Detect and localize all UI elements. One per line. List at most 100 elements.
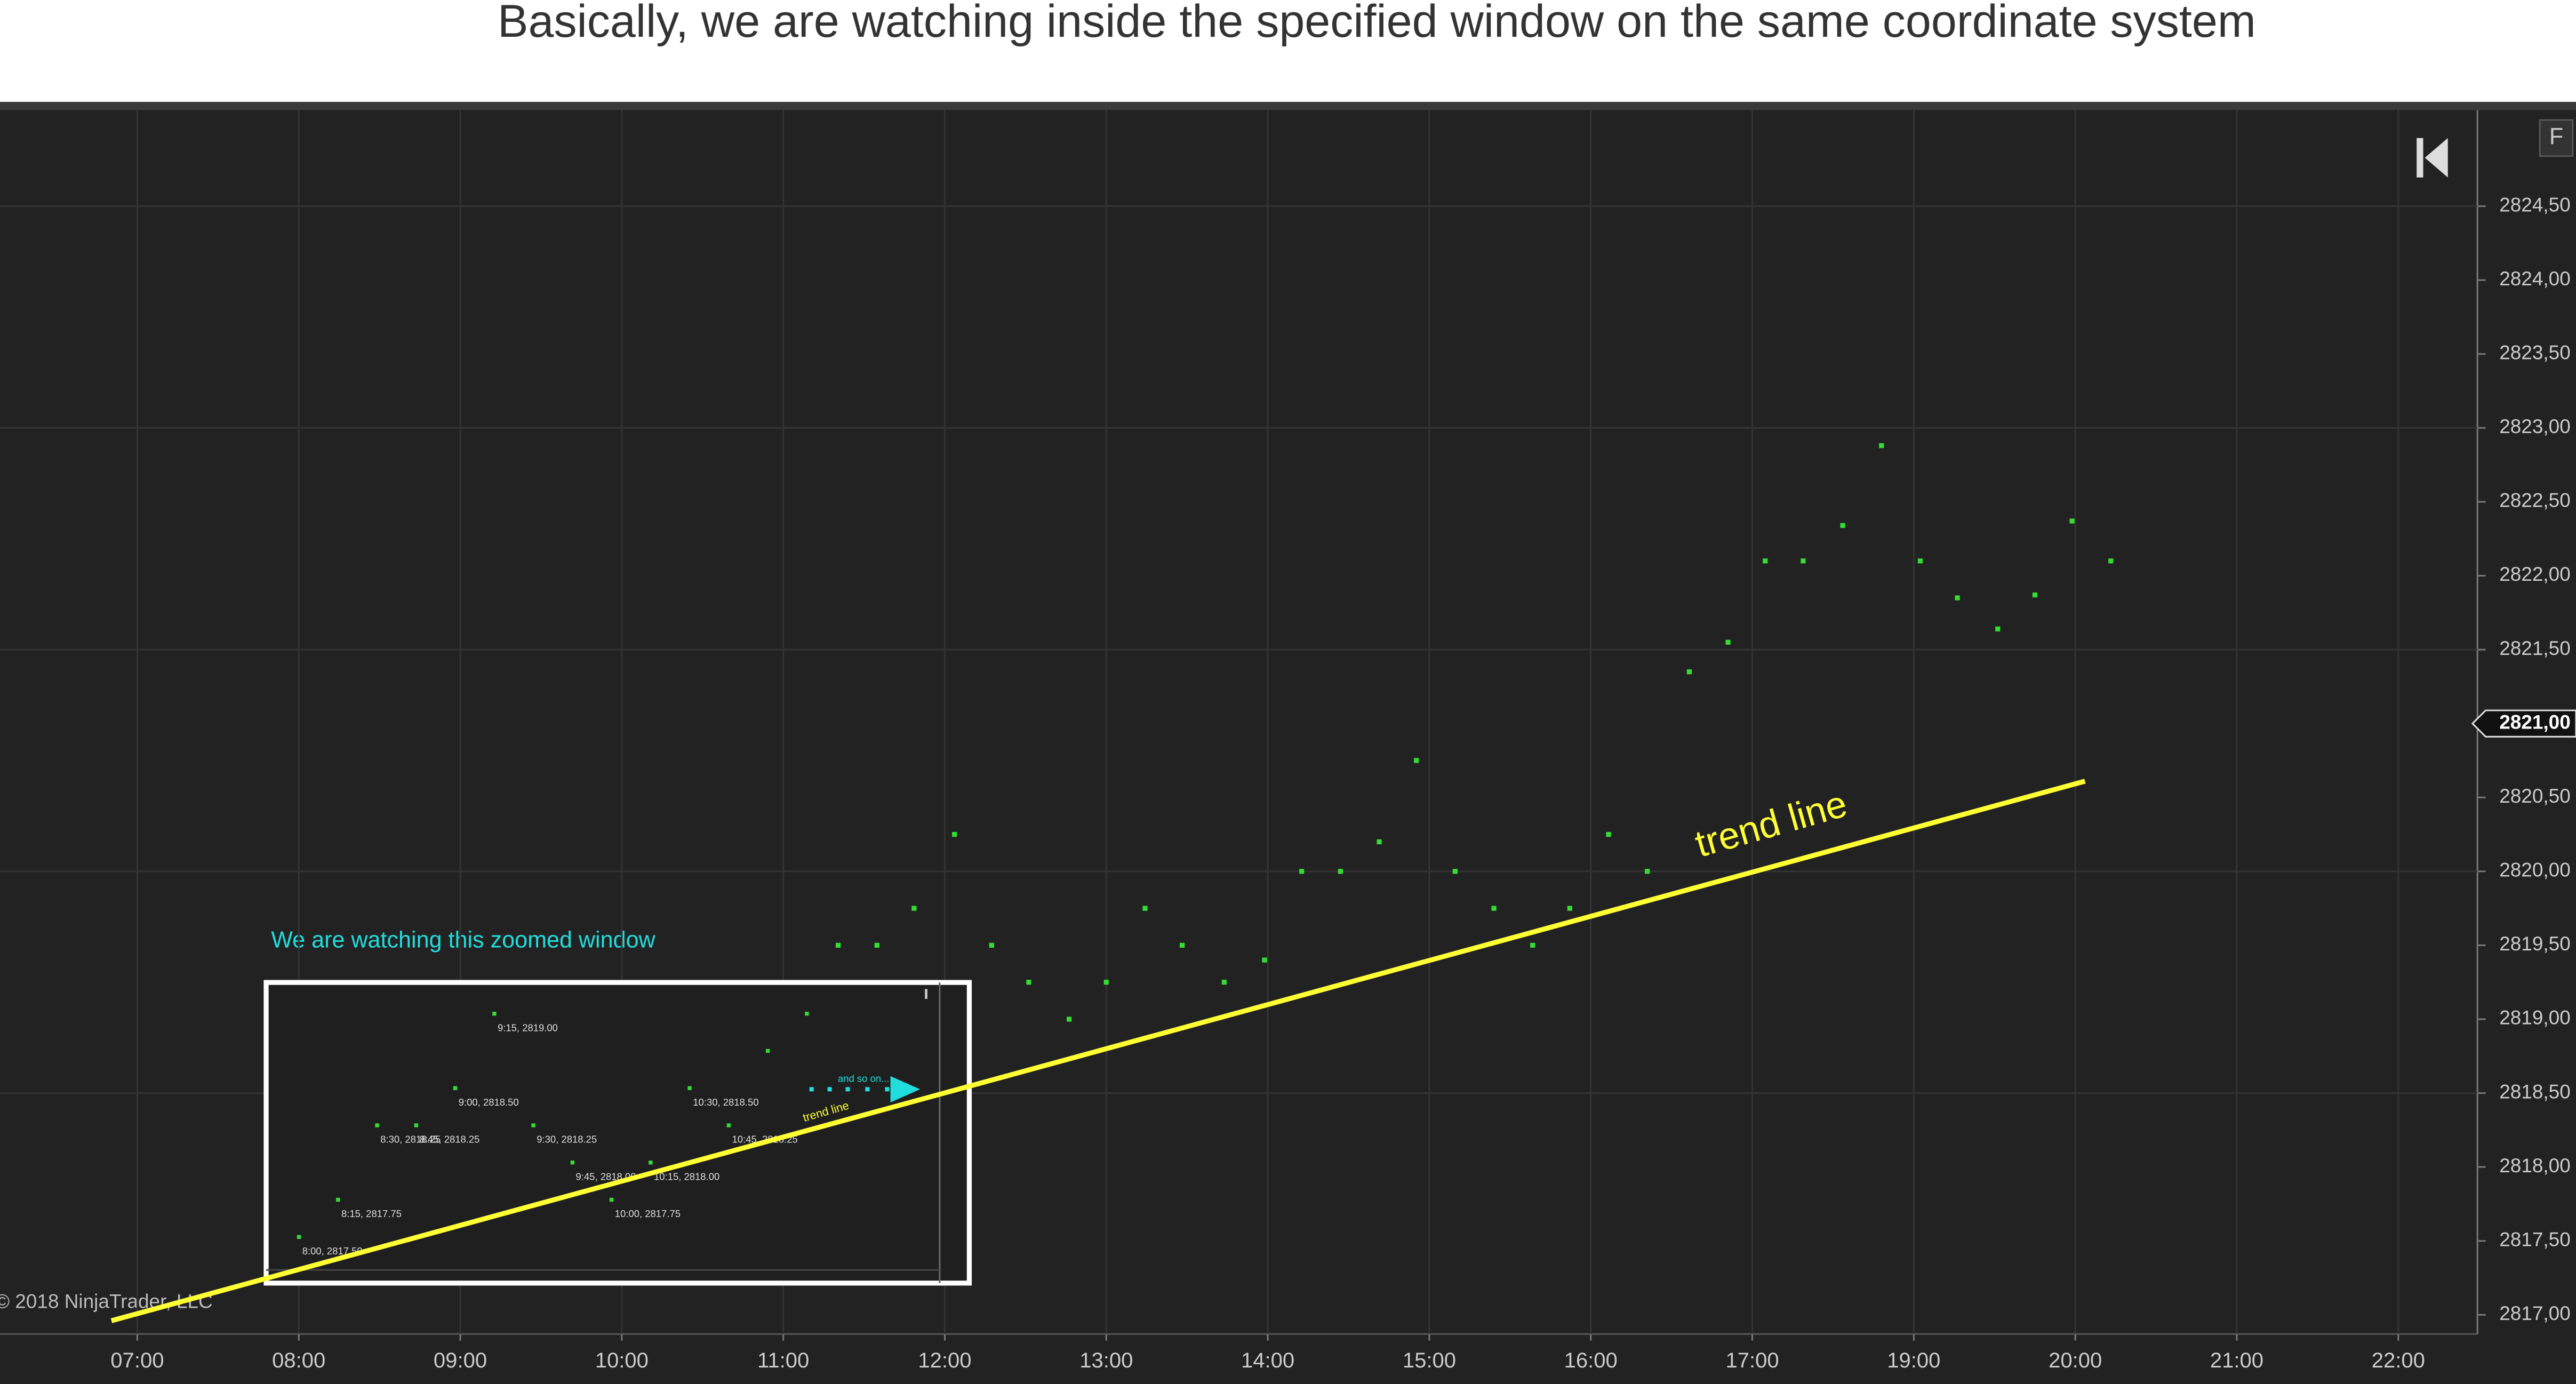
point-label: 10:00, 2817.75 [615,1208,681,1219]
f-button-label: F [2549,124,2563,149]
data-point [911,906,917,911]
data-point [1179,942,1185,948]
data-point [1917,558,1923,564]
data-point [687,1086,692,1090]
continuation-dot [885,1087,890,1092]
point-label: 8:45, 2818.25 [419,1134,479,1145]
y-tick-label: 2818,50 [2499,1081,2571,1102]
x-tick-label: 20:00 [2049,1349,2102,1372]
point-label: 8:15, 2817.75 [341,1208,402,1219]
data-point [570,1161,575,1165]
point-label: 9:30, 2818.25 [537,1134,597,1145]
point-label: 9:15, 2819.00 [498,1022,558,1033]
inset-frame [263,980,972,1286]
data-point [297,1235,301,1239]
point-label: 9:00, 2818.50 [459,1097,519,1108]
continuation-dot [809,1087,814,1092]
y-tick-label: 2819,00 [2499,1007,2571,1029]
continuation-dot [845,1087,850,1092]
data-point [1262,957,1267,963]
price-marker [2471,709,2576,738]
x-tick-label: 14:00 [1241,1349,1294,1372]
y-tick-label: 2824,00 [2499,268,2571,290]
nav-icon-arrow [2425,138,2448,178]
data-point [531,1123,535,1127]
x-tick-label: 10:00 [595,1349,649,1372]
data-point [414,1123,419,1127]
data-point [1299,869,1305,874]
x-tick-label: 13:00 [1079,1349,1133,1372]
trend-line [110,779,2086,1323]
data-point [1801,558,1806,564]
x-tick-label: 17:00 [1725,1349,1779,1372]
data-point [952,831,957,837]
data-point [649,1161,653,1165]
nav-icon[interactable] [2417,138,2448,178]
x-tick-label: 12:00 [918,1349,971,1372]
x-tick-label: 22:00 [2372,1349,2425,1372]
y-tick-label: 2822,50 [2499,490,2571,511]
data-point [835,942,841,948]
y-tick-label: 2818,00 [2499,1155,2571,1177]
data-point [1338,869,1343,874]
data-point [1645,869,1650,874]
y-tick-label: 2821,50 [2499,637,2571,659]
point-label: 8:30, 2818.25 [380,1134,441,1145]
data-point [1377,839,1382,844]
x-tick-label: 15:00 [1403,1349,1456,1372]
data-point [1567,906,1572,911]
data-point [1491,906,1497,911]
data-point [874,942,879,948]
data-point [805,1012,809,1016]
data-point [1686,669,1692,675]
data-point [726,1123,731,1127]
data-point [1530,942,1535,948]
data-point [609,1197,614,1202]
data-point [1879,443,1884,449]
inset-nav-icon [925,989,927,999]
price-marker-label: 2821,00 [2499,711,2571,733]
x-tick-label: 07:00 [110,1349,164,1372]
x-tick-label: 11:00 [757,1349,809,1372]
data-point [375,1123,379,1127]
page-title: Basically, we are watching inside the sp… [498,0,2256,47]
chart-top-border [0,102,2576,110]
f-button-box [2539,119,2574,157]
data-point [2108,558,2114,564]
y-tick-label: 2820,50 [2499,785,2571,807]
data-point [1995,626,2001,631]
annotation: We are watching this zoomed window [271,927,655,953]
data-point [336,1197,340,1202]
y-tick-label: 2820,00 [2499,859,2571,881]
data-point [765,1049,770,1053]
data-point [1221,980,1227,985]
data-point [1103,980,1109,985]
continuation-dot [827,1087,832,1092]
data-point [1840,523,1845,528]
y-tick-label: 2823,00 [2499,415,2571,437]
nav-icon-bar [2417,138,2423,178]
continuation-dot [865,1087,870,1092]
x-tick-label: 19:00 [1887,1349,1940,1372]
inset-annotation: and so on... [838,1073,890,1084]
y-tick-label: 2817,00 [2499,1302,2571,1324]
data-point [1725,639,1731,645]
y-tick-label: 2819,50 [2499,933,2571,955]
continuation-arrow [890,1076,920,1102]
point-label: 10:15, 2818.00 [654,1171,719,1182]
f-button[interactable]: F [2539,119,2574,157]
header-band [0,0,2576,102]
y-tick-label: 2822,00 [2499,563,2571,585]
data-point [1414,758,1419,763]
data-point [2032,592,2038,598]
data-point [989,942,994,948]
data-point [492,1012,497,1016]
data-point [1763,558,1768,564]
x-tick-label: 21:00 [2210,1349,2263,1372]
data-point [1955,595,1960,601]
data-point [453,1086,458,1090]
data-point [1452,869,1458,874]
data-point [2069,518,2075,524]
point-label: 10:30, 2818.50 [693,1097,758,1108]
